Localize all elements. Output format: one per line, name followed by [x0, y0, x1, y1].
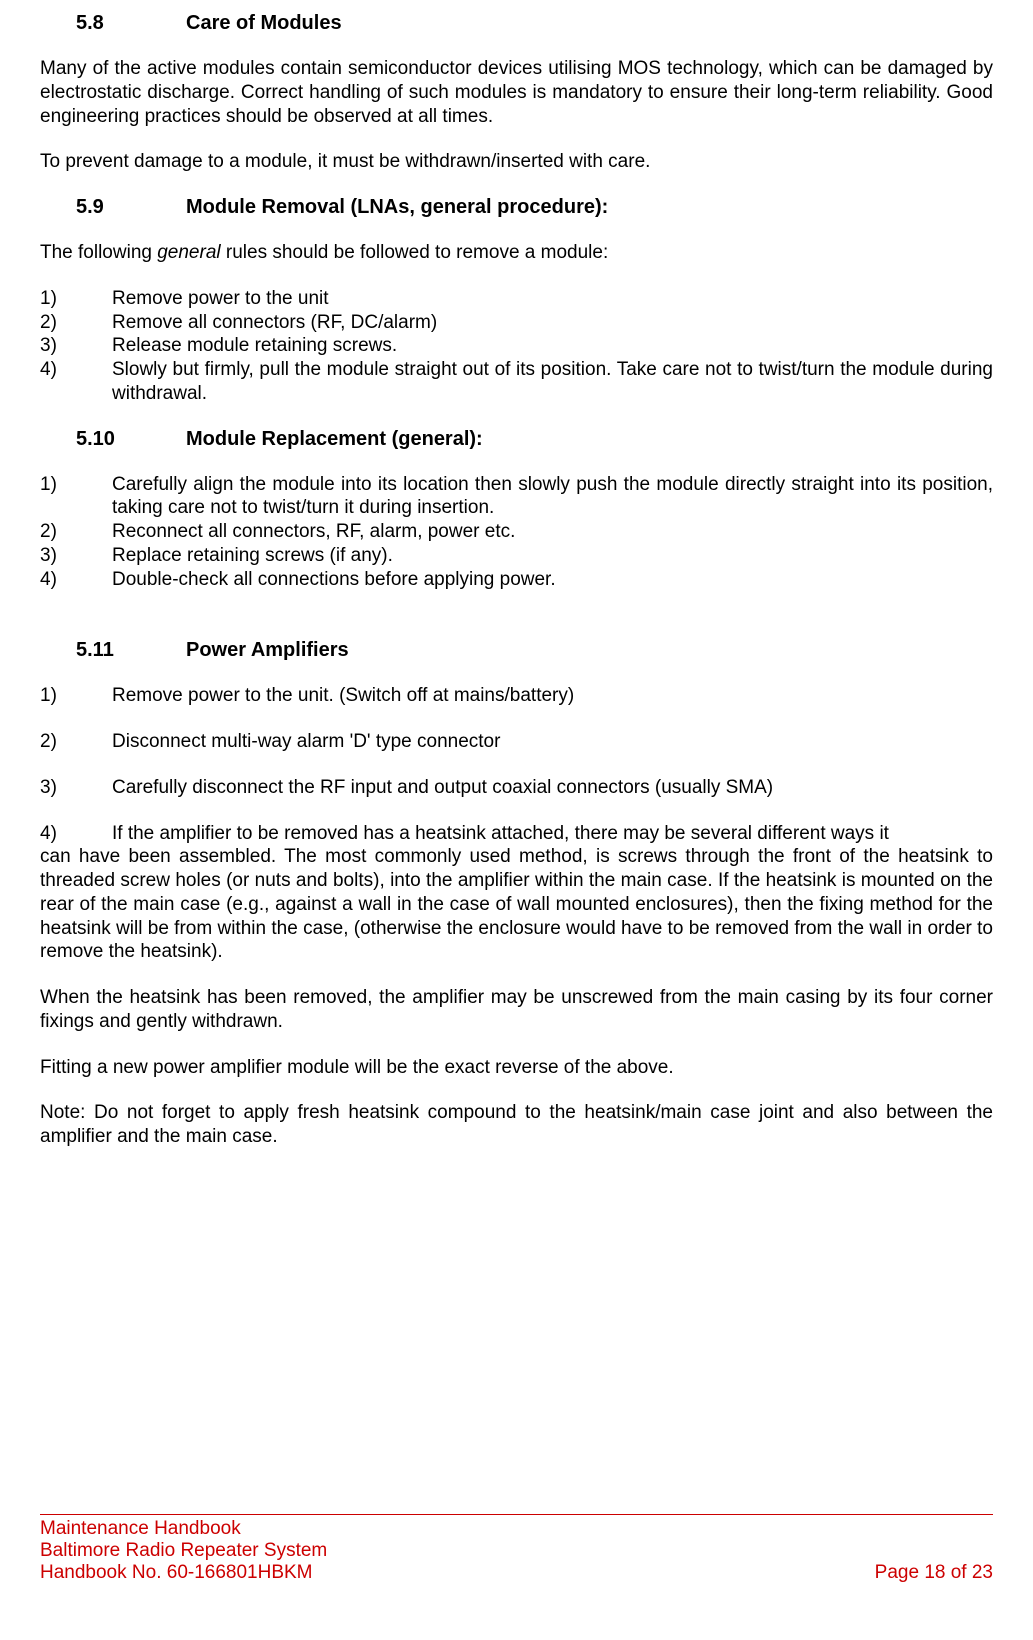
section-title: Power Amplifiers [186, 639, 349, 661]
list-item: 3) Carefully disconnect the RF input and… [40, 776, 993, 800]
list-text: Remove power to the unit [112, 287, 993, 311]
section-number: 5.10 [76, 428, 186, 451]
section-title: Care of Modules [186, 12, 342, 34]
text: The following [40, 242, 157, 263]
list-item: 2) Reconnect all connectors, RF, alarm, … [40, 520, 993, 544]
section-heading-5-10: 5.10Module Replacement (general): [40, 428, 993, 451]
list-number: 4) [40, 568, 112, 592]
list-number: 2) [40, 520, 112, 544]
paragraph: Many of the active modules contain semic… [40, 57, 993, 128]
paragraph: To prevent damage to a module, it must b… [40, 150, 993, 174]
page-footer: Maintenance Handbook Baltimore Radio Rep… [40, 1514, 993, 1584]
text: rules should be followed to remove a mod… [221, 242, 609, 263]
list-number: 1) [40, 287, 112, 311]
list-text: Replace retaining screws (if any). [112, 544, 993, 568]
list-number: 1) [40, 684, 112, 708]
list-5-9: 1) Remove power to the unit 2) Remove al… [40, 287, 993, 406]
section-number: 5.9 [76, 196, 186, 219]
footer-page-number: Page 18 of 23 [875, 1562, 993, 1584]
list-text: Disconnect multi-way alarm 'D' type conn… [112, 730, 993, 754]
list-number: 3) [40, 544, 112, 568]
section-title: Module Removal (LNAs, general procedure)… [186, 196, 608, 218]
list-number: 2) [40, 730, 112, 754]
list-number: 1) [40, 473, 112, 521]
paragraph: When the heatsink has been removed, the … [40, 986, 993, 1034]
paragraph: The following general rules should be fo… [40, 241, 993, 265]
list-text: Carefully align the module into its loca… [112, 473, 993, 521]
list-5-10: 1) Carefully align the module into its l… [40, 473, 993, 592]
section-heading-5-8: 5.8Care of Modules [40, 12, 993, 35]
list-5-11: 1) Remove power to the unit. (Switch off… [40, 684, 993, 799]
paragraph: Fitting a new power amplifier module wil… [40, 1056, 993, 1080]
list-item: 2) Remove all connectors (RF, DC/alarm) [40, 311, 993, 335]
list-item: 4) If the amplifier to be removed has a … [40, 822, 993, 846]
section-heading-5-9: 5.9Module Removal (LNAs, general procedu… [40, 196, 993, 219]
list-item-wrapped: 4) If the amplifier to be removed has a … [40, 822, 993, 965]
list-item: 2) Disconnect multi-way alarm 'D' type c… [40, 730, 993, 754]
footer-handbook-no: Handbook No. 60-166801HBKM [40, 1562, 313, 1584]
paragraph-note: Note: Do not forget to apply fresh heats… [40, 1101, 993, 1149]
list-number: 3) [40, 776, 112, 800]
list-text: Double-check all connections before appl… [112, 568, 993, 592]
list-text: Remove all connectors (RF, DC/alarm) [112, 311, 993, 335]
list-item: 1) Carefully align the module into its l… [40, 473, 993, 521]
footer-line-1: Maintenance Handbook [40, 1518, 993, 1540]
list-item: 3) Replace retaining screws (if any). [40, 544, 993, 568]
list-number: 4) [40, 358, 112, 406]
list-text: Carefully disconnect the RF input and ou… [112, 776, 993, 800]
list-number: 4) [40, 822, 112, 846]
list-item: 4) Slowly but firmly, pull the module st… [40, 358, 993, 406]
section-heading-5-11: 5.11Power Amplifiers [40, 639, 993, 662]
list-item: 4) Double-check all connections before a… [40, 568, 993, 592]
list-number: 2) [40, 311, 112, 335]
list-item: 1) Remove power to the unit. (Switch off… [40, 684, 993, 708]
footer-line-2: Baltimore Radio Repeater System [40, 1540, 993, 1562]
section-number: 5.11 [76, 639, 186, 662]
list-text: Remove power to the unit. (Switch off at… [112, 684, 993, 708]
footer-rule [40, 1514, 993, 1515]
section-title: Module Replacement (general): [186, 428, 483, 450]
list-item: 1) Remove power to the unit [40, 287, 993, 311]
list-text: Slowly but firmly, pull the module strai… [112, 358, 993, 406]
list-text-continuation: can have been assembled. The most common… [40, 845, 993, 964]
list-text-lead: If the amplifier to be removed has a hea… [112, 822, 993, 846]
list-text: Release module retaining screws. [112, 334, 993, 358]
list-text: Reconnect all connectors, RF, alarm, pow… [112, 520, 993, 544]
footer-row: Handbook No. 60-166801HBKM Page 18 of 23 [40, 1562, 993, 1584]
list-number: 3) [40, 334, 112, 358]
list-item: 3) Release module retaining screws. [40, 334, 993, 358]
section-number: 5.8 [76, 12, 186, 35]
text-emphasis: general [157, 242, 220, 263]
